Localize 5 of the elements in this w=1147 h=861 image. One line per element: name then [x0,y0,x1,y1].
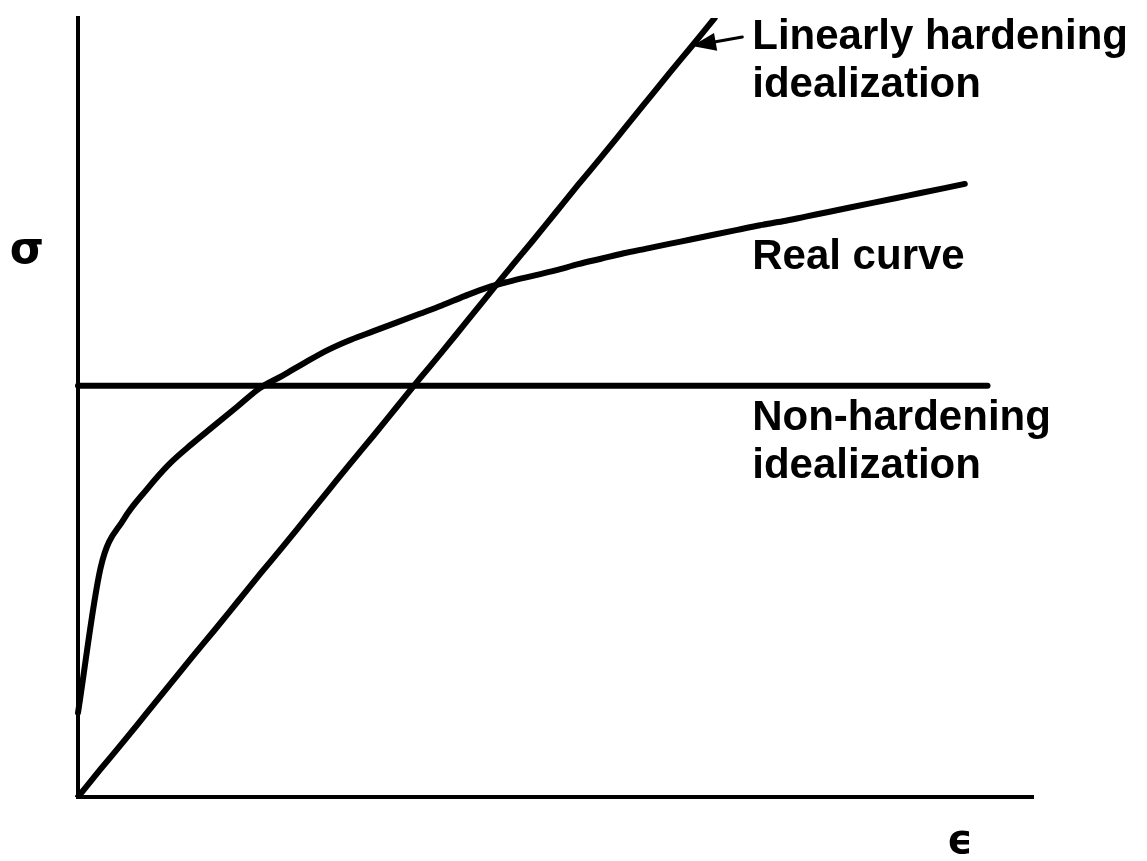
y-axis-title: σ [9,222,45,274]
x-axis-title: ϵ [947,816,973,861]
series-label: Real curve [752,231,965,279]
legend-label: Linearly hardening idealization [752,11,1128,106]
series-label: Non-hardening idealization [752,391,1051,487]
